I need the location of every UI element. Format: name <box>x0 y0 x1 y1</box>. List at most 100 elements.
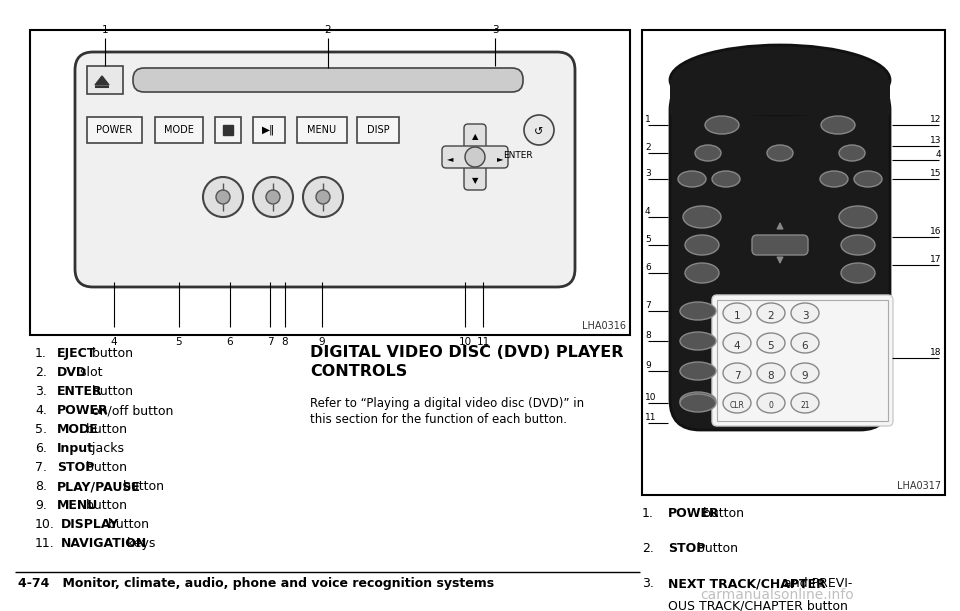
Ellipse shape <box>680 332 716 350</box>
Text: 3.: 3. <box>642 577 654 590</box>
Circle shape <box>303 177 343 217</box>
Text: 13: 13 <box>929 136 941 145</box>
Text: 12: 12 <box>929 115 941 124</box>
Text: 2: 2 <box>768 311 775 321</box>
Circle shape <box>203 177 243 217</box>
Bar <box>87 117 142 143</box>
Text: 11.: 11. <box>35 537 55 550</box>
Text: 9: 9 <box>319 337 325 347</box>
Text: carmanualsonline.info: carmanualsonline.info <box>700 588 853 602</box>
Text: 10: 10 <box>645 393 657 402</box>
Text: 2.: 2. <box>642 542 654 555</box>
FancyBboxPatch shape <box>75 52 575 287</box>
Ellipse shape <box>757 333 785 353</box>
Text: button: button <box>699 507 744 520</box>
Text: 21: 21 <box>801 401 809 411</box>
Text: DISP: DISP <box>367 125 390 135</box>
Text: 6: 6 <box>802 341 808 351</box>
Text: ▶‖: ▶‖ <box>262 125 276 135</box>
Text: 1: 1 <box>645 115 651 124</box>
Text: button: button <box>88 347 133 360</box>
Text: 6: 6 <box>645 263 651 272</box>
Text: NAVIGATION: NAVIGATION <box>61 537 147 550</box>
Circle shape <box>266 190 280 204</box>
FancyBboxPatch shape <box>442 146 508 168</box>
Text: 1.: 1. <box>642 507 654 520</box>
Ellipse shape <box>685 263 719 283</box>
Text: 16: 16 <box>929 227 941 236</box>
Text: button: button <box>693 542 738 555</box>
Ellipse shape <box>820 171 848 187</box>
Text: Input: Input <box>57 442 94 455</box>
Text: POWER: POWER <box>96 125 132 135</box>
Ellipse shape <box>839 206 877 228</box>
Ellipse shape <box>678 171 706 187</box>
Text: 8: 8 <box>645 331 651 340</box>
Text: 8.: 8. <box>35 480 47 493</box>
Ellipse shape <box>791 333 819 353</box>
Text: 8: 8 <box>281 337 288 347</box>
Text: 1: 1 <box>102 25 108 35</box>
Ellipse shape <box>723 393 751 413</box>
Text: 4.: 4. <box>35 404 47 417</box>
Text: 11: 11 <box>476 337 490 347</box>
Text: ↺: ↺ <box>535 127 543 137</box>
Text: 0: 0 <box>769 401 774 411</box>
Text: OUS TRACK/CHAPTER button: OUS TRACK/CHAPTER button <box>668 599 848 611</box>
Text: 6.: 6. <box>35 442 47 455</box>
Text: 7: 7 <box>733 371 740 381</box>
Ellipse shape <box>839 145 865 161</box>
Text: 3.: 3. <box>35 385 47 398</box>
Text: on/off button: on/off button <box>88 404 174 417</box>
Polygon shape <box>95 76 109 85</box>
Text: 5: 5 <box>645 235 651 244</box>
Text: MENU: MENU <box>307 125 337 135</box>
Text: 7: 7 <box>645 301 651 310</box>
Text: button: button <box>88 385 133 398</box>
Ellipse shape <box>791 393 819 413</box>
Text: 4: 4 <box>110 337 117 347</box>
Circle shape <box>253 177 293 217</box>
Text: MODE: MODE <box>57 423 99 436</box>
Bar <box>223 125 233 135</box>
Text: 6: 6 <box>227 337 233 347</box>
Ellipse shape <box>712 171 740 187</box>
Text: STOP: STOP <box>57 461 94 474</box>
Text: ►: ► <box>496 155 503 164</box>
Text: ▼: ▼ <box>471 177 478 186</box>
Ellipse shape <box>685 235 719 255</box>
Text: 5.: 5. <box>35 423 47 436</box>
Text: 5: 5 <box>768 341 775 351</box>
Text: LHA0317: LHA0317 <box>897 481 941 491</box>
Circle shape <box>524 115 554 145</box>
Ellipse shape <box>854 171 882 187</box>
Bar <box>642 30 945 495</box>
Ellipse shape <box>680 362 716 380</box>
FancyBboxPatch shape <box>133 68 523 92</box>
FancyBboxPatch shape <box>464 124 486 190</box>
Bar <box>357 117 399 143</box>
Text: DIGITAL VIDEO DISC (DVD) PLAYER
CONTROLS: DIGITAL VIDEO DISC (DVD) PLAYER CONTROLS <box>310 345 623 379</box>
Text: MODE: MODE <box>164 125 194 135</box>
Text: 4: 4 <box>645 207 651 216</box>
Text: 1: 1 <box>733 311 740 321</box>
Text: 7.: 7. <box>35 461 47 474</box>
Bar <box>297 117 347 143</box>
Text: 4: 4 <box>935 150 941 159</box>
Bar <box>30 30 630 335</box>
Text: STOP: STOP <box>668 542 706 555</box>
Text: 5: 5 <box>176 337 182 347</box>
Ellipse shape <box>841 263 875 283</box>
Text: and PREVI-: and PREVI- <box>780 577 852 590</box>
Text: 4: 4 <box>733 341 740 351</box>
Text: 3: 3 <box>802 311 808 321</box>
Bar <box>253 117 285 143</box>
Text: EJECT: EJECT <box>57 347 96 360</box>
Text: button: button <box>105 518 150 531</box>
Text: 8: 8 <box>768 371 775 381</box>
Text: 18: 18 <box>929 348 941 357</box>
Text: button: button <box>82 423 127 436</box>
FancyBboxPatch shape <box>712 295 893 426</box>
Text: 1.: 1. <box>35 347 47 360</box>
Text: 17: 17 <box>929 255 941 264</box>
